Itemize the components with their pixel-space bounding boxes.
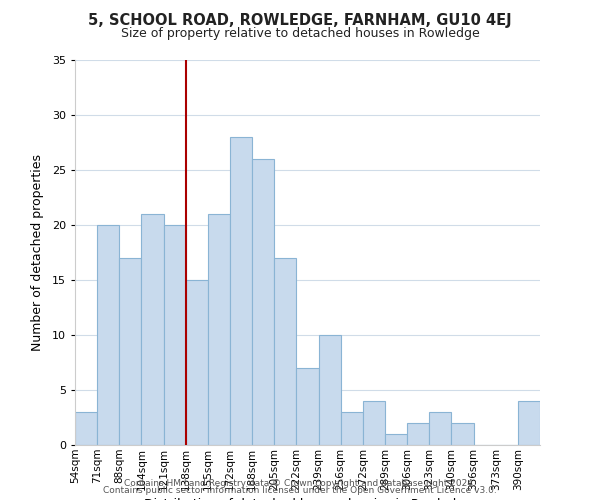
Bar xyxy=(186,280,208,445)
Text: 5, SCHOOL ROAD, ROWLEDGE, FARNHAM, GU10 4EJ: 5, SCHOOL ROAD, ROWLEDGE, FARNHAM, GU10 … xyxy=(88,12,512,28)
Bar xyxy=(164,225,186,445)
Bar xyxy=(252,159,274,445)
Bar xyxy=(341,412,363,445)
Bar xyxy=(97,225,119,445)
Bar xyxy=(363,401,385,445)
Bar xyxy=(119,258,142,445)
Bar xyxy=(208,214,230,445)
Bar xyxy=(451,423,473,445)
Text: Contains HM Land Registry data © Crown copyright and database right 2024.: Contains HM Land Registry data © Crown c… xyxy=(124,478,476,488)
X-axis label: Distribution of detached houses by size in Rowledge: Distribution of detached houses by size … xyxy=(143,498,472,500)
Bar xyxy=(319,335,341,445)
Bar xyxy=(230,137,252,445)
Text: Contains public sector information licensed under the Open Government Licence v3: Contains public sector information licen… xyxy=(103,486,497,495)
Bar xyxy=(75,412,97,445)
Bar xyxy=(274,258,296,445)
Bar xyxy=(429,412,451,445)
Y-axis label: Number of detached properties: Number of detached properties xyxy=(31,154,44,351)
Text: Size of property relative to detached houses in Rowledge: Size of property relative to detached ho… xyxy=(121,28,479,40)
Bar xyxy=(142,214,164,445)
Bar xyxy=(296,368,319,445)
Bar xyxy=(385,434,407,445)
Bar xyxy=(407,423,429,445)
Bar xyxy=(518,401,540,445)
